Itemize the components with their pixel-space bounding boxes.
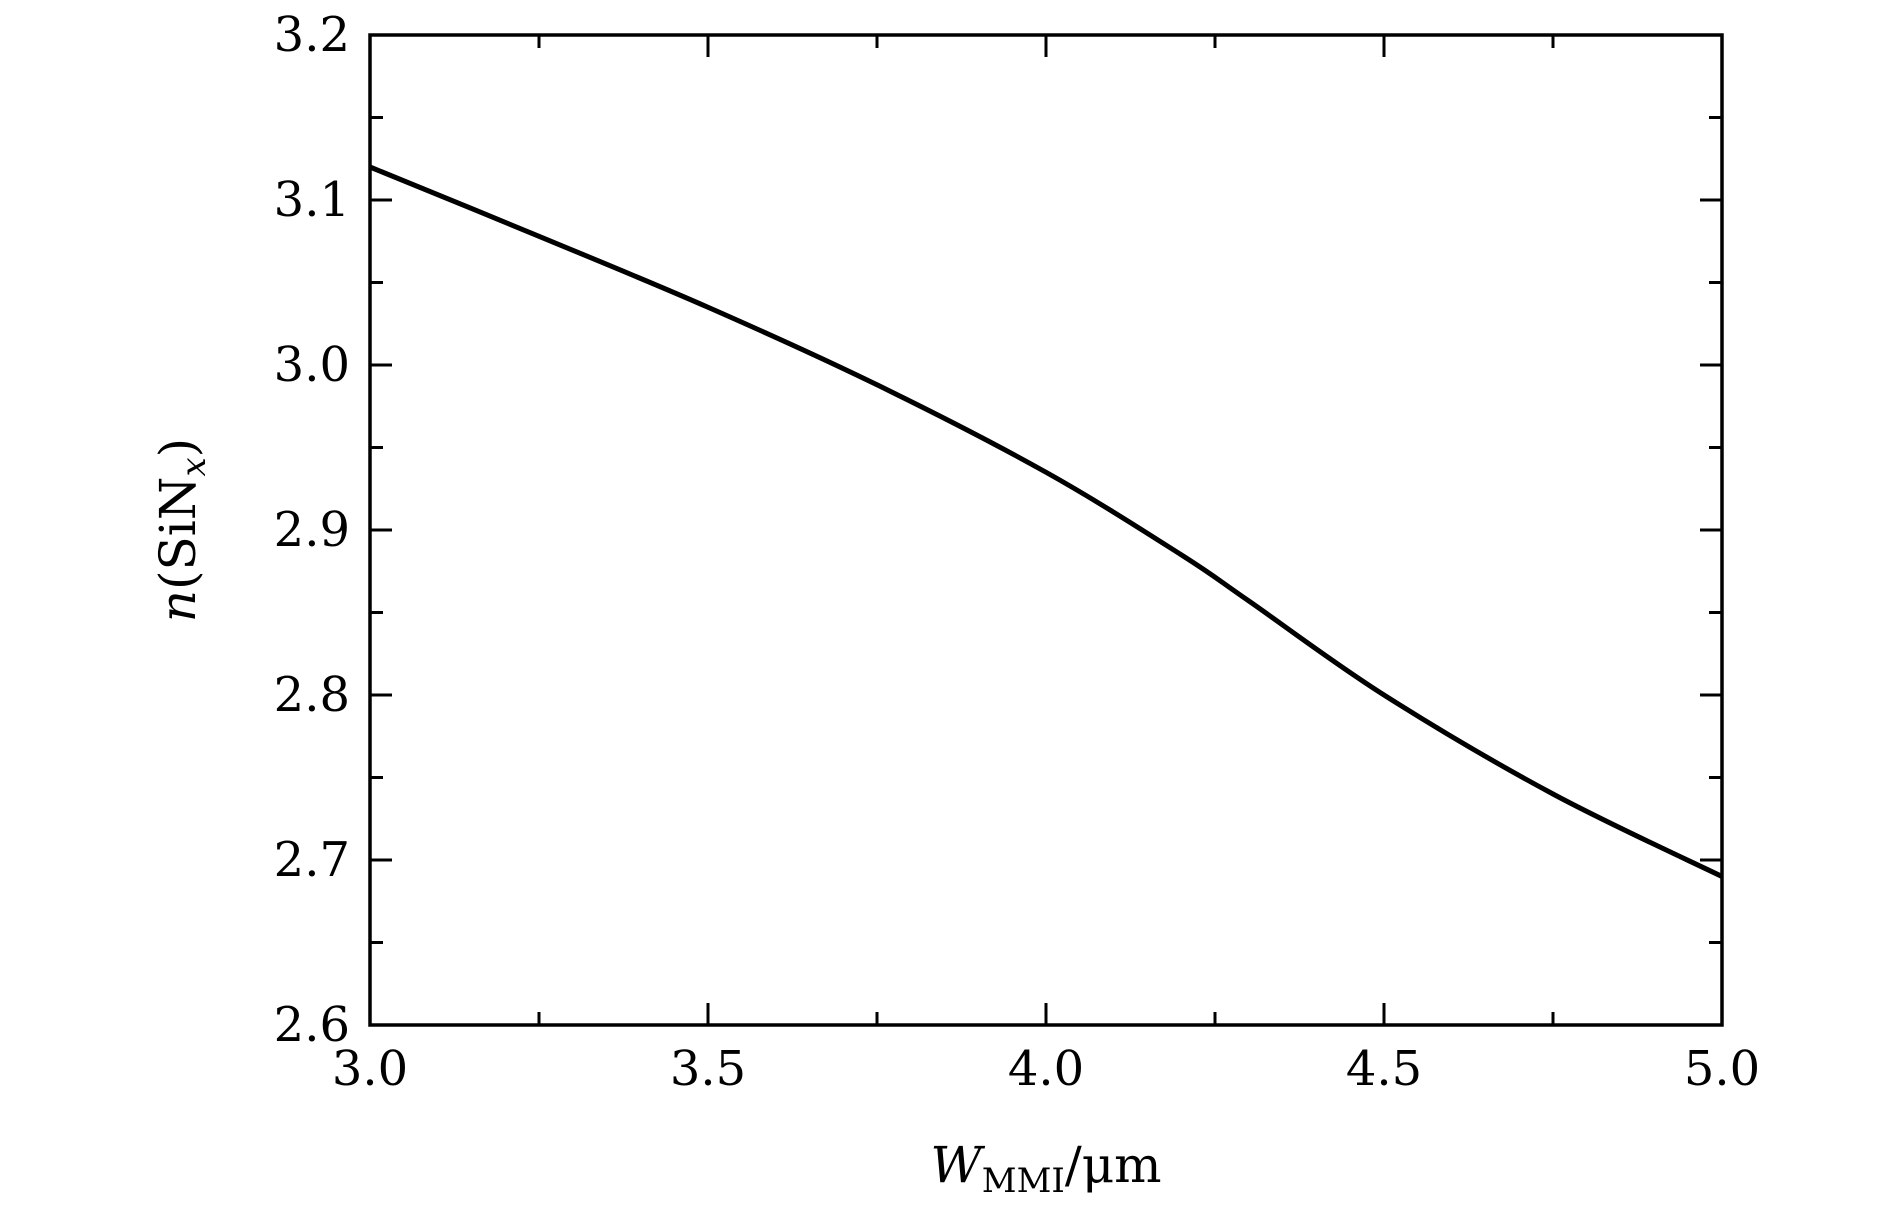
x-axis-title-sub: MMI <box>982 1161 1065 1201</box>
x-tick-label: 3.5 <box>670 1041 746 1097</box>
x-axis-title-unit: /μm <box>1065 1136 1162 1194</box>
x-tick-label: 3.0 <box>332 1041 408 1097</box>
y-tick-label: 3.0 <box>274 337 350 393</box>
y-axis-title: n(SiNx) <box>149 438 214 622</box>
y-tick-label: 3.2 <box>274 7 350 63</box>
y-axis-title-pre: n <box>149 590 207 622</box>
x-tick-label: 5.0 <box>1684 1041 1760 1097</box>
y-tick-label: 2.7 <box>274 832 350 888</box>
y-axis-title-main: SiN <box>149 476 207 570</box>
x-tick-label: 4.5 <box>1346 1041 1422 1097</box>
series-line <box>369 164 1724 879</box>
x-tick-label: 4.0 <box>1008 1041 1084 1097</box>
series-layer <box>369 164 1724 879</box>
x-axis-title: WMMI/μm <box>930 1136 1161 1201</box>
plot-frame <box>368 33 1724 1027</box>
y-tick-label: 2.6 <box>274 997 350 1053</box>
axis-tick-labels: 3.0 3.5 4.0 4.5 5.0 2.6 2.7 2.8 2.9 3.0 3.1 3.2 <box>274 7 1761 1097</box>
y-axis-title-close: ) <box>149 438 207 458</box>
y-tick-label: 2.9 <box>274 502 350 558</box>
y-axis-title-open: ( <box>149 570 207 590</box>
y-tick-label: 2.8 <box>274 667 350 723</box>
axis-ticks <box>368 33 1724 1027</box>
y-axis-title-sub: x <box>174 457 214 476</box>
y-tick-label: 3.1 <box>274 172 350 228</box>
x-axis-title-main: W <box>930 1136 985 1194</box>
